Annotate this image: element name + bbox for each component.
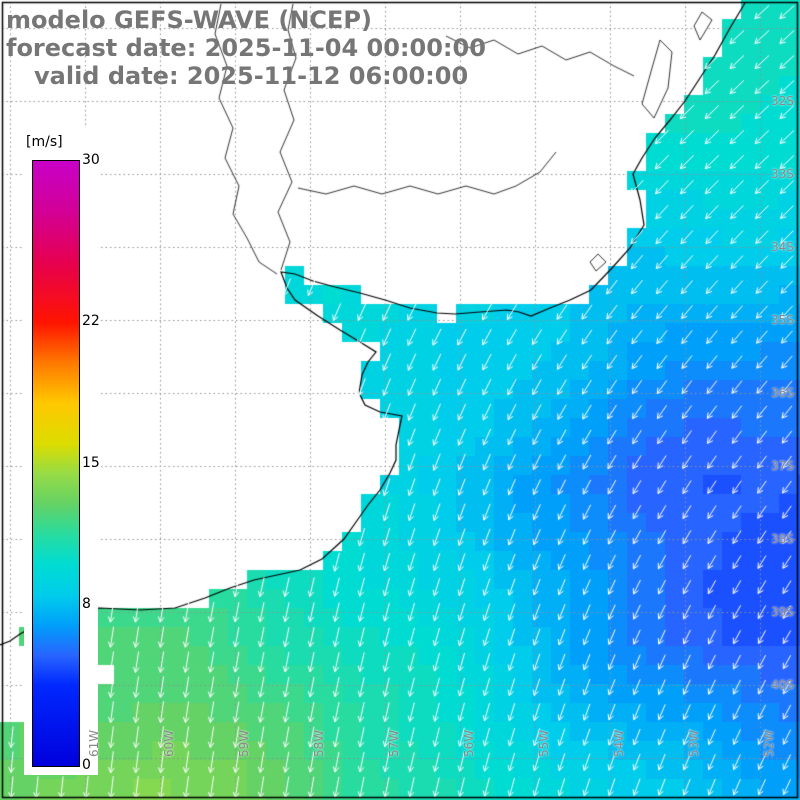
valid-date-label: valid date: 2025-11-12 06:00:00 [34,62,469,90]
longitude-label: 57W [387,729,401,757]
forecast-date-label: forecast date: 2025-11-04 00:00:00 [6,34,486,62]
latitude-label: 32S [771,94,794,108]
colorbar-tick-label: 30 [82,152,100,168]
colorbar-tick-label: 0 [82,757,91,773]
colorbar [32,160,80,767]
latitude-label: 35S [771,313,794,327]
colorbar-unit-label: [m/s] [26,134,63,150]
latitude-label: 34S [771,240,794,254]
latitude-label: 36S [771,386,794,400]
longitude-label: 56W [462,729,476,757]
longitude-label: 61W [87,729,101,757]
longitude-label: 55W [537,729,551,757]
latitude-label: 38S [771,532,794,546]
colorbar-tick-label: 22 [82,313,100,330]
longitude-label: 52W [762,729,776,757]
colorbar-tick-label: 8 [82,595,91,612]
longitude-label: 54W [612,729,626,757]
colorbar-tick-label: 15 [82,454,100,471]
model-title: modelo GEFS-WAVE (NCEP) [6,6,372,34]
latitude-label: 37S [771,459,794,473]
latitude-label: 33S [771,167,794,181]
longitude-label: 58W [312,729,326,757]
longitude-label: 59W [237,729,251,757]
longitude-label: 60W [162,729,176,757]
longitude-label: 53W [687,729,701,757]
latitude-label: 40S [771,678,794,692]
latitude-label: 39S [771,605,794,619]
